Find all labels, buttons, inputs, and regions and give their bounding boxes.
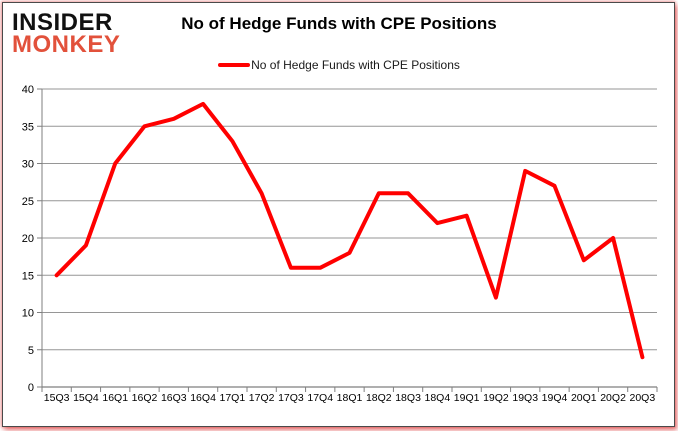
- x-axis-label: 19Q2: [483, 392, 509, 404]
- chart-title: No of Hedge Funds with CPE Positions: [181, 14, 497, 33]
- x-axis-label: 18Q3: [395, 392, 421, 404]
- x-axis-label: 16Q2: [132, 392, 158, 404]
- x-axis-label: 17Q1: [220, 392, 246, 404]
- logo-line-insider: INSIDER: [12, 8, 113, 37]
- x-axis-label: 19Q1: [454, 392, 480, 404]
- x-axis-label: 17Q2: [249, 392, 275, 404]
- x-axis-label: 19Q4: [542, 392, 568, 404]
- x-axis-label: 15Q4: [73, 392, 99, 404]
- y-axis-label: 15: [22, 270, 34, 282]
- line-chart-plot: 0 5 10 15 20 25 30 35 40 15Q3 15Q4 16Q1 16Q2 16Q3 16Q4…: [22, 84, 658, 404]
- x-axis-label: 20Q3: [630, 392, 656, 404]
- legend-line-icon: [218, 63, 251, 67]
- x-axis-label: 18Q1: [337, 392, 363, 404]
- legend: No of Hedge Funds with CPE Positions: [0, 58, 678, 72]
- y-axis-label: 5: [28, 345, 34, 357]
- x-axis-label: 20Q1: [571, 392, 597, 404]
- data-series-line: [54, 101, 645, 360]
- x-axis-label: 20Q2: [600, 392, 626, 404]
- y-axis-label: 25: [22, 196, 34, 208]
- insider-monkey-logo: INSIDER MONKEY: [12, 8, 121, 58]
- y-axis-label: 0: [28, 382, 34, 394]
- legend-label: No of Hedge Funds with CPE Positions: [251, 58, 460, 72]
- y-axis-label: 20: [22, 233, 34, 245]
- y-axis-label: 10: [22, 308, 34, 320]
- x-axis-label: 19Q3: [512, 392, 538, 404]
- x-axis-label: 18Q2: [366, 392, 392, 404]
- window-frame: [2, 2, 675, 427]
- x-axis-label: 18Q4: [425, 392, 451, 404]
- x-axis-label: 16Q4: [190, 392, 216, 404]
- logo-line-monkey: MONKEY: [12, 31, 121, 58]
- x-axis-label: 16Q1: [102, 392, 128, 404]
- x-axis-label: 17Q3: [278, 392, 304, 404]
- y-axis-label: 35: [22, 121, 34, 133]
- x-axis-label: 15Q3: [44, 392, 70, 404]
- x-axis-label: 16Q3: [161, 392, 187, 404]
- x-axis-label: 17Q4: [307, 392, 333, 404]
- y-axis-label: 40: [22, 84, 34, 96]
- y-axis-label: 30: [22, 159, 34, 171]
